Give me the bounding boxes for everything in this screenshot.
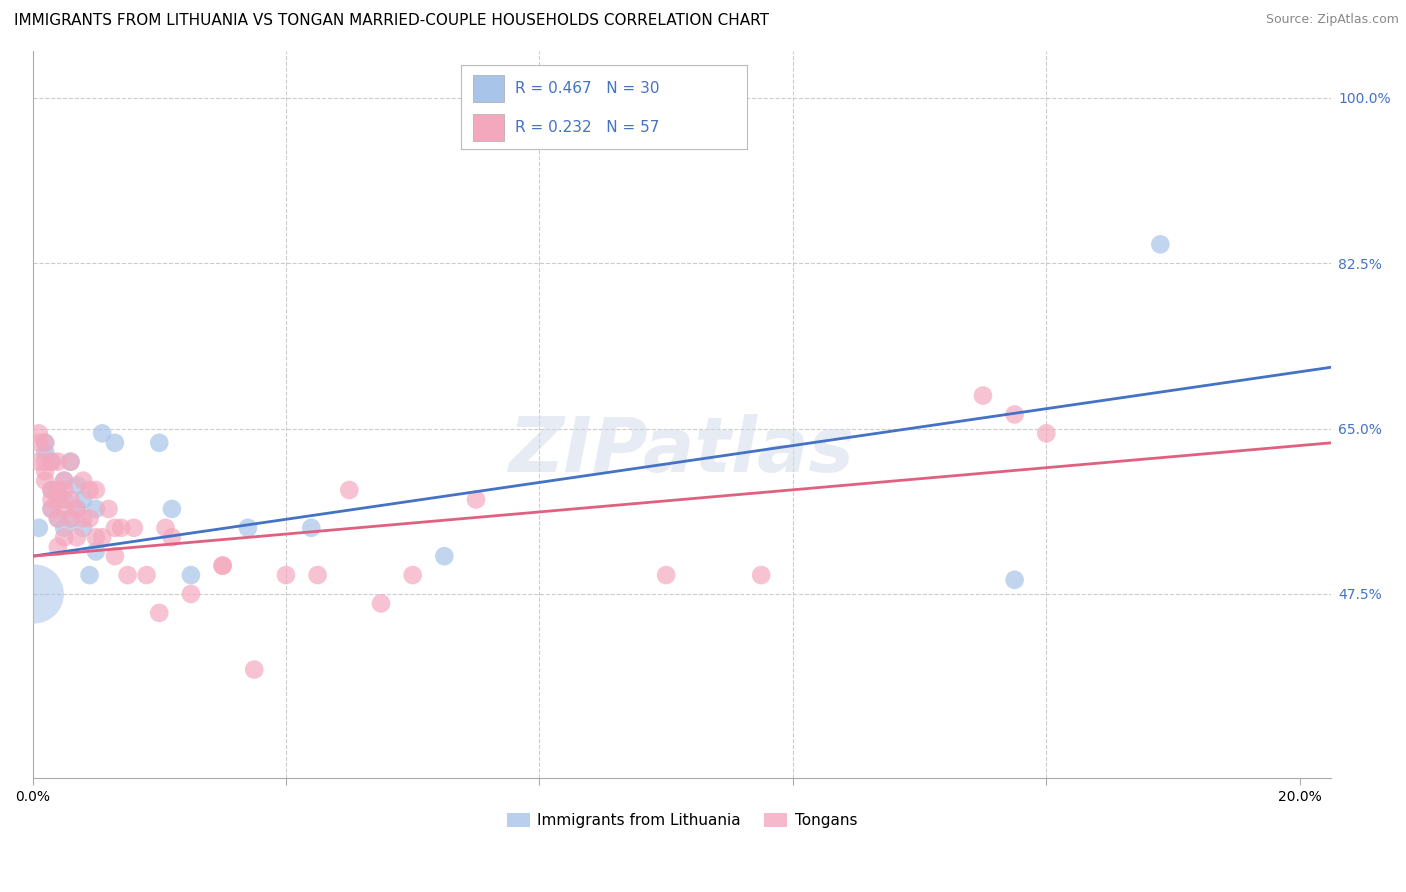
Point xyxy=(180,568,202,582)
Point xyxy=(79,568,101,582)
Point xyxy=(155,521,177,535)
Point xyxy=(66,502,89,516)
Point xyxy=(34,474,56,488)
Point xyxy=(160,530,183,544)
Point xyxy=(91,426,114,441)
Point xyxy=(34,455,56,469)
Point xyxy=(66,530,89,544)
Point xyxy=(46,511,69,525)
Point xyxy=(46,540,69,554)
Point xyxy=(104,549,127,564)
Point xyxy=(148,435,170,450)
Point xyxy=(41,483,63,497)
Point xyxy=(53,474,76,488)
Point xyxy=(1035,426,1057,441)
Point xyxy=(34,464,56,478)
Point xyxy=(46,483,69,497)
Point xyxy=(84,483,107,497)
Point xyxy=(53,492,76,507)
Point xyxy=(84,544,107,558)
Point xyxy=(41,492,63,507)
Text: Source: ZipAtlas.com: Source: ZipAtlas.com xyxy=(1265,13,1399,27)
Point xyxy=(46,455,69,469)
Point xyxy=(72,511,94,525)
Point xyxy=(79,483,101,497)
Point xyxy=(337,483,360,497)
Point xyxy=(28,521,51,535)
Point xyxy=(97,502,120,516)
Point xyxy=(22,587,45,601)
Point xyxy=(53,474,76,488)
Point xyxy=(465,492,488,507)
Point xyxy=(211,558,233,573)
Point xyxy=(72,474,94,488)
Point xyxy=(84,502,107,516)
Point xyxy=(41,502,63,516)
Point xyxy=(122,521,145,535)
Point xyxy=(28,426,51,441)
Point xyxy=(1004,408,1026,422)
Point xyxy=(655,568,678,582)
Point xyxy=(243,663,266,677)
Point xyxy=(84,530,107,544)
Point xyxy=(160,502,183,516)
Point xyxy=(274,568,297,582)
Point xyxy=(59,455,82,469)
Point xyxy=(66,478,89,492)
Point xyxy=(972,388,994,402)
Point xyxy=(59,455,82,469)
Point xyxy=(307,568,329,582)
Point xyxy=(59,492,82,507)
Point xyxy=(53,483,76,497)
Point xyxy=(402,568,425,582)
Text: IMMIGRANTS FROM LITHUANIA VS TONGAN MARRIED-COUPLE HOUSEHOLDS CORRELATION CHART: IMMIGRANTS FROM LITHUANIA VS TONGAN MARR… xyxy=(14,13,769,29)
Point xyxy=(53,530,76,544)
Point xyxy=(104,435,127,450)
Point xyxy=(135,568,157,582)
Point xyxy=(53,502,76,516)
Point xyxy=(749,568,772,582)
Point xyxy=(34,445,56,459)
Point xyxy=(41,483,63,497)
Legend: Immigrants from Lithuania, Tongans: Immigrants from Lithuania, Tongans xyxy=(499,805,865,836)
Point xyxy=(1149,237,1171,252)
Point xyxy=(1004,573,1026,587)
Point xyxy=(104,521,127,535)
Point xyxy=(28,435,51,450)
Point xyxy=(91,530,114,544)
Point xyxy=(180,587,202,601)
Point xyxy=(59,511,82,525)
Point xyxy=(79,511,101,525)
Point xyxy=(433,549,456,564)
Point xyxy=(59,511,82,525)
Point xyxy=(53,521,76,535)
Point xyxy=(370,596,392,610)
Point xyxy=(28,455,51,469)
Point xyxy=(236,521,259,535)
Point xyxy=(66,502,89,516)
Point xyxy=(299,521,322,535)
Point xyxy=(46,511,69,525)
Point xyxy=(41,455,63,469)
Point xyxy=(34,435,56,450)
Point xyxy=(211,558,233,573)
Point xyxy=(41,455,63,469)
Point xyxy=(34,435,56,450)
Point xyxy=(148,606,170,620)
Point xyxy=(46,488,69,502)
Text: ZIPatlas: ZIPatlas xyxy=(509,414,855,488)
Point xyxy=(46,492,69,507)
Point xyxy=(72,492,94,507)
Point xyxy=(117,568,139,582)
Point xyxy=(41,502,63,516)
Point xyxy=(72,521,94,535)
Point xyxy=(110,521,132,535)
